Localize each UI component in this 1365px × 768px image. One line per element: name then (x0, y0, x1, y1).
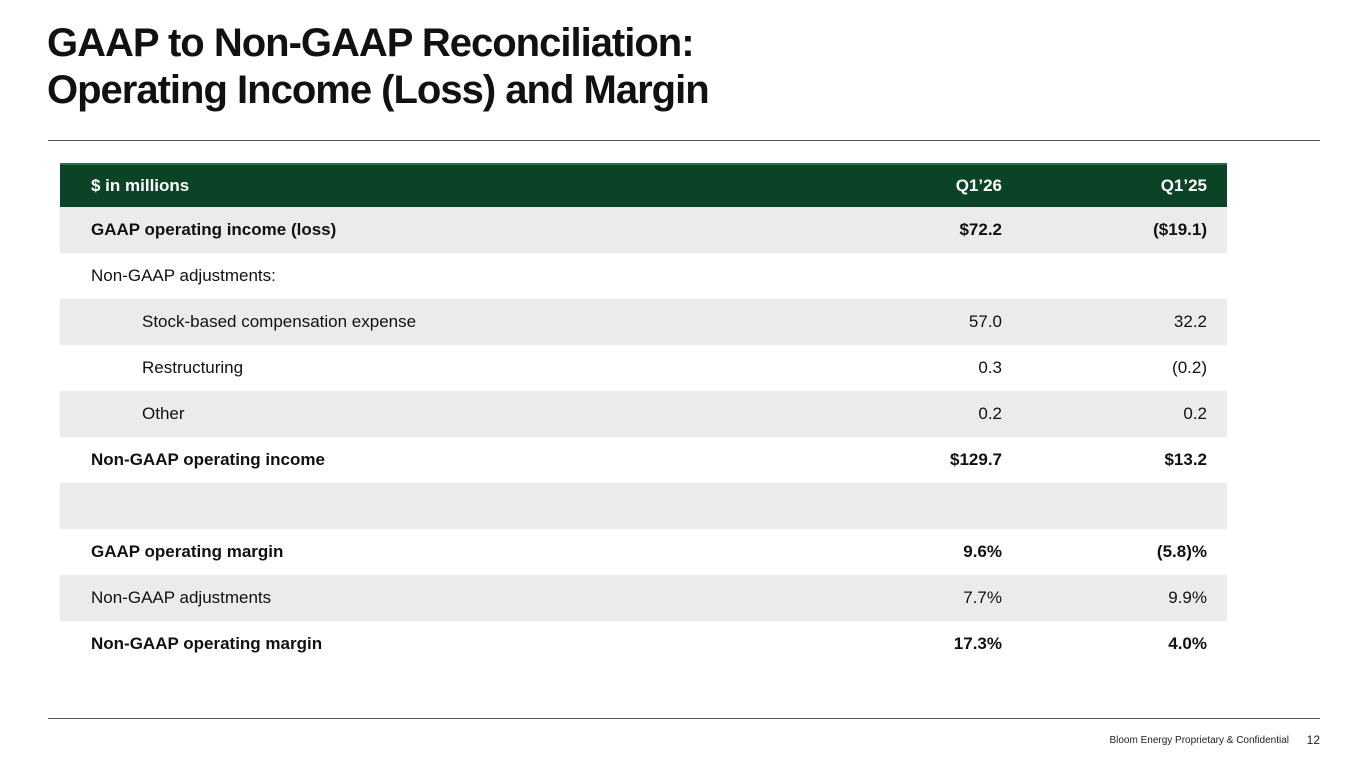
row-value-q125 (1002, 253, 1227, 299)
header-units: $ in millions (91, 176, 190, 195)
row-value-q125: ($19.1) (1153, 220, 1207, 239)
header-q126: Q1’26 (955, 176, 1002, 195)
row-value-q126 (860, 253, 1002, 299)
row-value-q125: 0.2 (1183, 404, 1207, 423)
row-value-q126: 9.6% (963, 542, 1002, 561)
slide-title-line-2: Operating Income (Loss) and Margin (47, 68, 710, 112)
row-label: GAAP operating margin (91, 542, 284, 561)
row-label: Other (142, 404, 185, 423)
row-value-q125: 32.2 (1173, 312, 1207, 331)
table-row: Stock-based compensation expense 57.0 32… (60, 299, 1227, 345)
top-divider (48, 140, 1320, 141)
row-value-q126: 0.3 (978, 358, 1002, 377)
row-value-q125 (1002, 483, 1227, 529)
table-row: Other 0.2 0.2 (60, 391, 1227, 437)
row-label (60, 483, 860, 529)
row-label: Stock-based compensation expense (142, 312, 417, 331)
table-row: GAAP operating margin 9.6% (5.8)% (60, 529, 1227, 575)
slide-title: GAAP to Non-GAAP Reconciliation: Operati… (47, 20, 710, 114)
row-value-q125: 4.0% (1168, 634, 1207, 653)
row-value-q126: $72.2 (959, 220, 1002, 239)
row-label: Non-GAAP operating margin (91, 634, 323, 653)
row-value-q125: 9.9% (1168, 588, 1207, 607)
row-value-q126: 7.7% (963, 588, 1002, 607)
table-row: Non-GAAP operating margin 17.3% 4.0% (60, 621, 1227, 667)
header-q125: Q1’25 (1160, 176, 1207, 195)
table-row-spacer (60, 483, 1227, 529)
reconciliation-table: $ in millions Q1’26 Q1’25 GAAP operating… (60, 163, 1227, 667)
table-row: Non-GAAP operating income $129.7 $13.2 (60, 437, 1227, 483)
row-value-q126: 57.0 (968, 312, 1002, 331)
row-label: Restructuring (142, 358, 244, 377)
table-header-row: $ in millions Q1’26 Q1’25 (60, 164, 1227, 207)
slide-title-line-1: GAAP to Non-GAAP Reconciliation: (47, 21, 695, 65)
page-number: 12 (1306, 733, 1320, 747)
row-value-q126: $129.7 (950, 450, 1002, 469)
row-value-q125: $13.2 (1164, 450, 1207, 469)
row-value-q126: 17.3% (953, 634, 1002, 653)
table-row: GAAP operating income (loss) $72.2 ($19.… (60, 207, 1227, 253)
row-value-q125: (0.2) (1172, 358, 1207, 377)
table-row: Non-GAAP adjustments 7.7% 9.9% (60, 575, 1227, 621)
row-label: Non-GAAP adjustments: (91, 266, 276, 285)
row-label: GAAP operating income (loss) (91, 220, 337, 239)
row-value-q126: 0.2 (978, 404, 1002, 423)
bottom-divider (48, 718, 1320, 719)
table-row: Non-GAAP adjustments: (60, 253, 1227, 299)
table-row: Restructuring 0.3 (0.2) (60, 345, 1227, 391)
row-value-q125: (5.8)% (1156, 542, 1207, 561)
confidentiality-notice: Bloom Energy Proprietary & Confidential (1109, 735, 1289, 746)
row-label: Non-GAAP operating income (91, 450, 325, 469)
row-value-q126 (860, 483, 1002, 529)
row-label: Non-GAAP adjustments (91, 588, 272, 607)
